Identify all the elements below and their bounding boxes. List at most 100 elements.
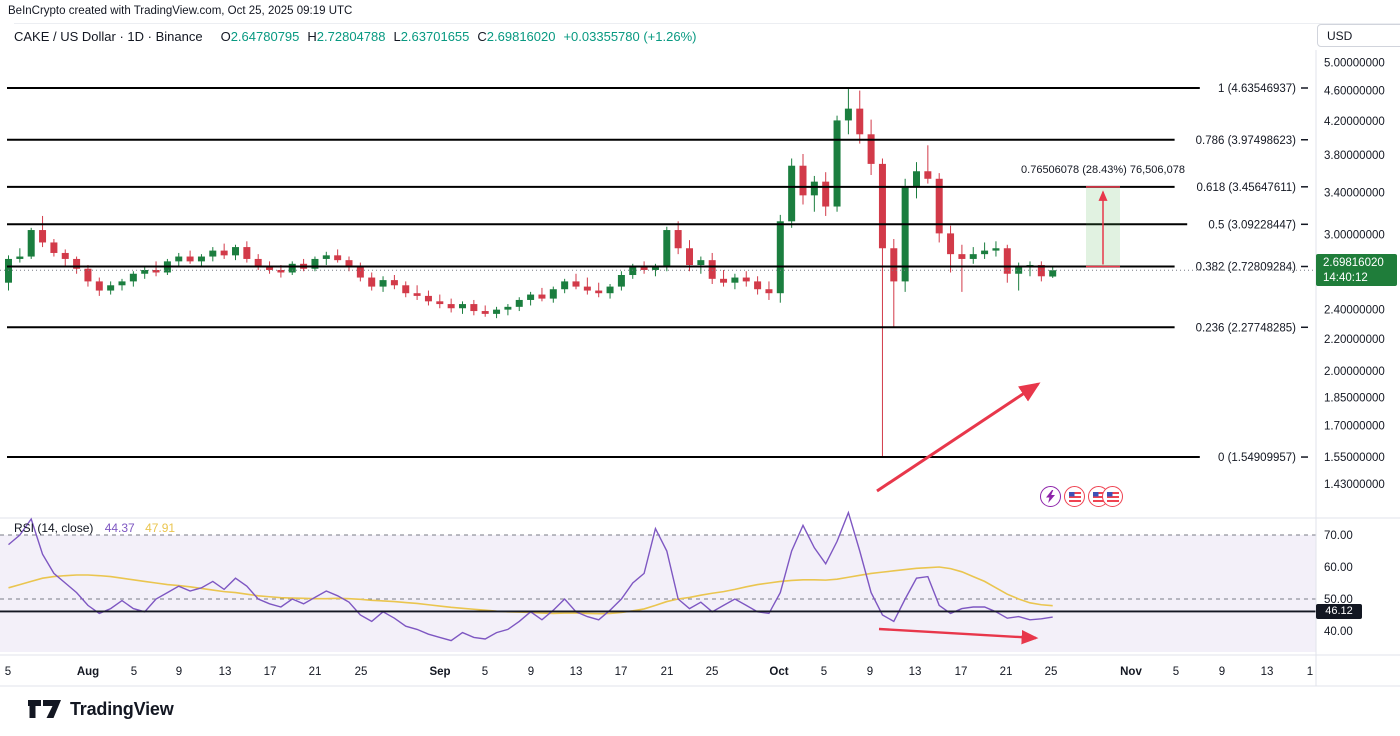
date-axis-tick[interactable]: Nov — [1120, 666, 1142, 678]
candle-body — [561, 281, 569, 290]
candle-body — [765, 289, 773, 294]
date-axis-tick[interactable]: 5 — [482, 666, 488, 678]
price-axis-tick[interactable]: 1.85000000 — [1324, 392, 1385, 404]
date-axis-tick[interactable]: 1 — [1307, 666, 1313, 678]
lightning-event-icon[interactable] — [1040, 486, 1061, 507]
candle-body — [640, 267, 648, 270]
candle-body — [243, 247, 251, 259]
fib-label: 0.5 (3.09228447) — [1208, 219, 1296, 231]
date-axis-tick[interactable]: 17 — [264, 666, 277, 678]
us-flag-event-icon[interactable] — [1064, 486, 1085, 507]
candle-body — [878, 163, 886, 249]
date-axis-tick[interactable]: Oct — [769, 666, 788, 678]
candle-body — [947, 233, 955, 255]
candle-body — [538, 294, 546, 299]
date-axis-tick[interactable]: 9 — [176, 666, 182, 678]
rsi-axis-tick[interactable]: 50.00 — [1324, 594, 1353, 606]
date-axis-tick[interactable]: 9 — [1219, 666, 1225, 678]
date-axis-tick[interactable]: Aug — [77, 666, 99, 678]
rsi-axis-tick[interactable]: 40.00 — [1324, 626, 1353, 638]
date-axis-tick[interactable]: 9 — [867, 666, 873, 678]
candle-body — [1015, 267, 1023, 274]
date-axis-tick[interactable]: 25 — [1045, 666, 1058, 678]
candle-body — [27, 230, 35, 257]
candle-body — [277, 269, 285, 273]
date-axis-tick[interactable]: 21 — [1000, 666, 1013, 678]
candle-body — [322, 255, 330, 259]
candle-body — [368, 277, 376, 287]
date-axis-tick[interactable]: 21 — [661, 666, 674, 678]
date-axis-tick[interactable]: 5 — [821, 666, 827, 678]
date-axis-tick[interactable]: 25 — [355, 666, 368, 678]
price-axis-tick[interactable]: 1.55000000 — [1324, 452, 1385, 464]
candle-body — [175, 256, 183, 262]
tradingview-logo[interactable]: TradingView — [28, 698, 174, 720]
price-axis-tick[interactable]: 1.70000000 — [1324, 421, 1385, 433]
symbol-title[interactable]: CAKE / US Dollar · 1D · Binance — [14, 29, 203, 44]
date-axis-tick[interactable]: 17 — [615, 666, 628, 678]
price-axis-tick[interactable]: 5.00000000 — [1324, 58, 1385, 70]
rsi-axis-tick[interactable]: 70.00 — [1324, 530, 1353, 542]
candle-body — [958, 254, 966, 259]
date-axis-tick[interactable]: 13 — [570, 666, 583, 678]
candle-body — [232, 247, 239, 256]
candle-body — [924, 171, 932, 179]
ohlc-label: O — [220, 29, 231, 44]
rsi-indicator-legend[interactable]: RSI (14, close) 44.37 47.91 — [14, 521, 175, 535]
ohlc-value: 2.69816020 — [486, 29, 556, 44]
chart-canvas[interactable]: 1 (4.63546937) 0.786 (3.97498623) 0.618 (3… — [0, 50, 1400, 688]
price-axis-tick[interactable]: 4.20000000 — [1324, 116, 1385, 128]
trend-arrow-main — [876, 382, 1041, 493]
candle-body — [197, 256, 205, 262]
candle-body — [220, 250, 228, 256]
candle-body — [141, 269, 149, 274]
date-axis-tick[interactable]: 13 — [909, 666, 922, 678]
date-axis-tick[interactable]: 5 — [131, 666, 137, 678]
rsi-band — [0, 535, 1316, 652]
price-axis-tick[interactable]: 3.80000000 — [1324, 150, 1385, 162]
date-axis-tick[interactable]: 5 — [5, 666, 11, 678]
candle-body — [288, 263, 296, 273]
price-axis-tick[interactable]: 3.00000000 — [1324, 230, 1385, 242]
last-price-value: 2.69816020 — [1323, 257, 1384, 269]
candle-body — [1049, 270, 1057, 277]
candle-body — [379, 280, 387, 287]
candle-body — [118, 281, 126, 286]
candle-body — [731, 277, 739, 283]
candle-body — [1037, 265, 1045, 277]
candle-body — [345, 260, 353, 267]
date-axis-tick[interactable]: 5 — [1173, 666, 1179, 678]
date-axis-tick[interactable]: 9 — [528, 666, 534, 678]
price-axis-tick[interactable]: 3.40000000 — [1324, 187, 1385, 199]
price-axis-tick[interactable]: 4.60000000 — [1324, 86, 1385, 98]
price-axis-tick[interactable]: 2.20000000 — [1324, 334, 1385, 346]
candle-body — [107, 285, 115, 291]
date-axis-tick[interactable]: Sep — [429, 666, 450, 678]
date-axis-tick[interactable]: 25 — [706, 666, 719, 678]
rsi-axis-tick[interactable]: 60.00 — [1324, 562, 1353, 574]
candle-body — [129, 273, 137, 282]
candle-body — [493, 309, 501, 314]
candle-body — [527, 294, 535, 300]
tradingview-logo-icon — [28, 700, 61, 718]
date-axis-tick[interactable]: 13 — [1261, 666, 1274, 678]
date-axis-tick[interactable]: 21 — [309, 666, 322, 678]
fib-label: 0.618 (3.45647611) — [1196, 182, 1296, 194]
candle-body — [73, 258, 81, 269]
ohlc-label: L — [393, 29, 401, 44]
price-axis-tick[interactable]: 2.00000000 — [1324, 366, 1385, 378]
last-price-badge: 2.69816020 14:40:12 — [1316, 254, 1397, 286]
currency-toggle-button[interactable]: USD — [1317, 24, 1400, 47]
price-axis-tick[interactable]: 1.43000000 — [1324, 479, 1385, 491]
us-flag-event-icon[interactable] — [1102, 486, 1123, 507]
ohlc-value: 2.72804788 — [316, 29, 386, 44]
price-axis-tick[interactable]: 2.40000000 — [1324, 305, 1385, 317]
fib-label: 0.382 (2.72809284) — [1196, 261, 1297, 273]
fib-label: 0.786 (3.97498623) — [1196, 135, 1297, 147]
date-axis-tick[interactable]: 13 — [219, 666, 232, 678]
ohlc-value: 2.64780795 — [230, 29, 300, 44]
bar-countdown: 14:40:12 — [1323, 272, 1368, 284]
date-axis-tick[interactable]: 17 — [955, 666, 968, 678]
candles-layer — [5, 88, 1057, 457]
candle-body — [1003, 248, 1011, 274]
